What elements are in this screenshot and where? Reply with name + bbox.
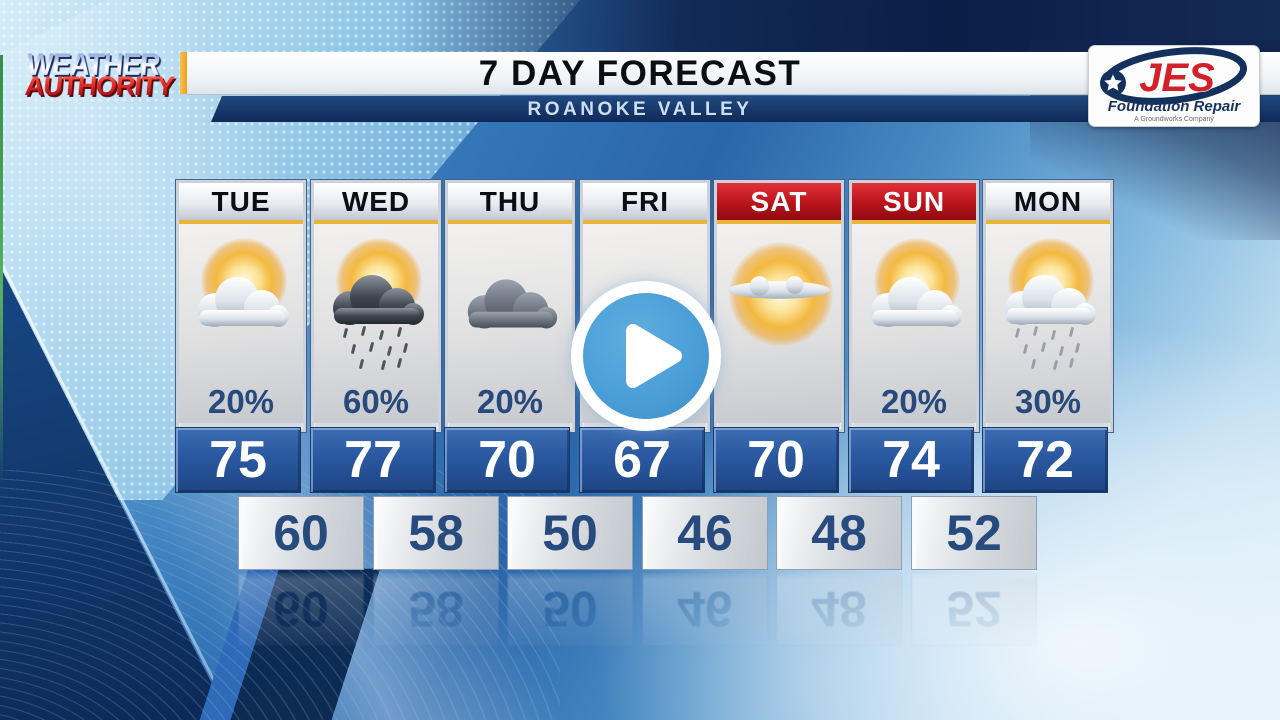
high-temp: 75 [176, 428, 300, 492]
sponsor-name-text: JES [1139, 56, 1215, 100]
forecast-column: MON 30% [983, 180, 1113, 432]
cloud-icon [1005, 275, 1096, 325]
play-icon [626, 324, 682, 388]
day-body [717, 224, 841, 423]
low-temp: 58 [374, 497, 498, 569]
high-temp: 77 [311, 428, 435, 492]
sponsor-tagline-text: Foundation Repair [1108, 98, 1242, 115]
cloud-icon [333, 275, 424, 325]
day-body: 20% [179, 224, 303, 423]
station-logo: WEATHER AUTHORITY [23, 47, 177, 101]
day-header: WED [314, 183, 438, 224]
low-temp: 60 [239, 497, 363, 569]
day-header: THU [448, 183, 572, 224]
sponsor-logo-graphic: JES Foundation Repair A Groundworks Comp… [1100, 47, 1248, 123]
cloudy-icon [448, 238, 572, 370]
forecast-column: SUN 20% [849, 180, 979, 432]
low-temp: 48 [777, 497, 901, 569]
day-header: SAT [717, 183, 841, 224]
play-button-inner-circle [583, 293, 709, 419]
precip-chance-label: 30% [1014, 383, 1082, 420]
mostly-sunny-icon [717, 238, 841, 370]
forecast-column: WED 60% [311, 180, 441, 432]
cloud-icon [871, 277, 962, 327]
rain-icon [1012, 325, 1084, 372]
day-body: 20% [448, 224, 572, 423]
high-temp: 70 [445, 428, 569, 492]
station-logo-authority-text: AUTHORITY [23, 71, 175, 101]
sponsor-subtext: A Groundworks Company [1134, 116, 1214, 123]
page-title: 7 DAY FORECAST [478, 54, 802, 93]
low-temp: 50 [508, 497, 632, 569]
location-subtitle: ROANOKE VALLEY [527, 99, 753, 120]
high-temp: 72 [983, 428, 1107, 492]
day-header: SUN [852, 183, 976, 224]
sun-clouds-showers-icon [986, 238, 1110, 372]
day-body: 20% [852, 224, 976, 423]
sun-dark-cloud-rain-icon [314, 238, 438, 372]
high-temp: 70 [714, 428, 838, 492]
forecast-column: THU 20% [445, 180, 575, 432]
sun-behind-clouds-icon [852, 238, 976, 370]
low-temp: 46 [643, 497, 767, 569]
day-header: TUE [179, 183, 303, 224]
day-body: 60% [314, 224, 438, 423]
high-temp: 74 [849, 428, 973, 492]
cloud-icon [467, 279, 558, 329]
precip-chance-label: 60% [342, 383, 410, 420]
day-header: FRI [583, 183, 707, 224]
cloud-icon [727, 276, 831, 299]
rain-icon [340, 325, 412, 372]
play-button[interactable] [571, 281, 721, 431]
forecast-column: SAT [714, 180, 844, 432]
left-edge-green-sliver [0, 55, 3, 485]
star-icon [1104, 74, 1122, 91]
sponsor-logo: JES Foundation Repair A Groundworks Comp… [1089, 46, 1259, 126]
high-temp: 67 [580, 428, 704, 492]
day-header: MON [986, 183, 1110, 224]
precip-chance-label: 20% [476, 383, 544, 420]
low-temp: 52 [912, 497, 1036, 569]
gold-accent-bar [180, 52, 187, 94]
precip-chance-label: 20% [880, 383, 948, 420]
day-body: 30% [986, 224, 1110, 423]
precip-chance-label: 20% [207, 383, 275, 420]
sun-behind-clouds-icon [179, 238, 303, 370]
forecast-column: TUE 20% [176, 180, 306, 432]
cloud-icon [198, 277, 289, 327]
